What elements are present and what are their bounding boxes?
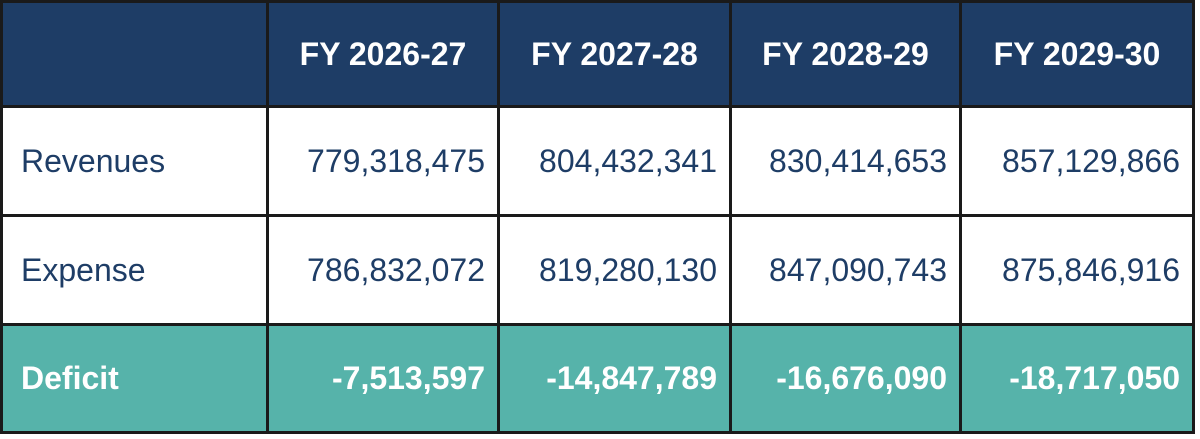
header-row: FY 2026-27 FY 2027-28 FY 2028-29 FY 2029… <box>0 0 1195 108</box>
table-row-revenues: Revenues 779,318,475 804,432,341 830,414… <box>0 105 1195 217</box>
column-header-fy-2026-27: FY 2026-27 <box>266 0 500 108</box>
table-row-expense: Expense 786,832,072 819,280,130 847,090,… <box>0 214 1195 326</box>
column-header-fy-2027-28: FY 2027-28 <box>497 0 732 108</box>
table-cell: 830,414,653 <box>729 105 962 217</box>
header-corner-cell <box>0 0 269 108</box>
table-cell: 786,832,072 <box>266 214 500 326</box>
table-cell: 875,846,916 <box>959 214 1195 326</box>
column-header-fy-2028-29: FY 2028-29 <box>729 0 962 108</box>
table-cell: -16,676,090 <box>729 323 962 434</box>
table-cell: -18,717,050 <box>959 323 1195 434</box>
table-row-deficit: Deficit -7,513,597 -14,847,789 -16,676,0… <box>0 323 1195 434</box>
table-cell: 857,129,866 <box>959 105 1195 217</box>
row-label: Deficit <box>0 323 269 434</box>
table-cell: 819,280,130 <box>497 214 732 326</box>
table-cell: 804,432,341 <box>497 105 732 217</box>
table-cell: -7,513,597 <box>266 323 500 434</box>
table-cell: 779,318,475 <box>266 105 500 217</box>
table-cell: -14,847,789 <box>497 323 732 434</box>
row-label: Revenues <box>0 105 269 217</box>
row-label: Expense <box>0 214 269 326</box>
column-header-fy-2029-30: FY 2029-30 <box>959 0 1195 108</box>
table-cell: 847,090,743 <box>729 214 962 326</box>
